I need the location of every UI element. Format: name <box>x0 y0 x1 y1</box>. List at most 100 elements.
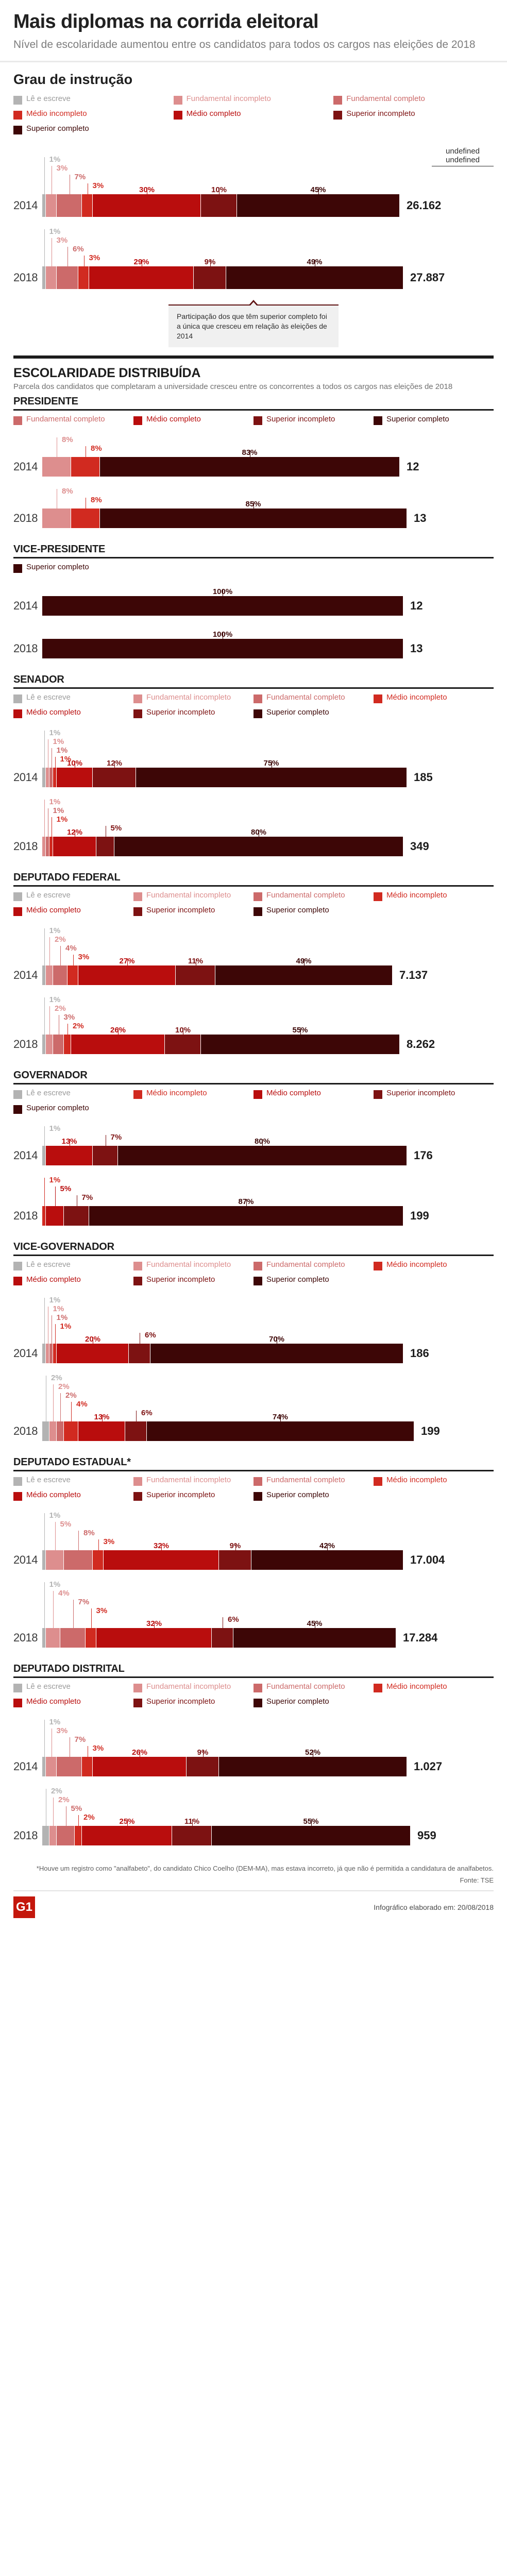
bar-segment[interactable] <box>53 768 57 788</box>
bar-segment[interactable] <box>82 1757 93 1777</box>
bar-segment[interactable] <box>49 1421 57 1442</box>
bar-segment[interactable] <box>49 837 53 857</box>
bar-segment[interactable] <box>93 1146 118 1166</box>
bar-segment[interactable] <box>89 266 194 290</box>
bar-segment[interactable] <box>46 1628 60 1648</box>
bar-segment[interactable] <box>233 1628 396 1648</box>
bar-segment[interactable] <box>42 639 403 659</box>
bar-segment[interactable] <box>219 1757 407 1777</box>
bar-segment[interactable] <box>75 1826 82 1846</box>
bar-segment[interactable] <box>42 1421 49 1442</box>
bar-segment[interactable] <box>57 1826 75 1846</box>
bar-segment[interactable] <box>64 1550 93 1570</box>
bar-segment[interactable] <box>60 1628 86 1648</box>
bar-segment[interactable] <box>64 1421 78 1442</box>
bar-segment[interactable] <box>215 965 392 986</box>
bar-segment[interactable] <box>53 837 96 857</box>
bar-segment[interactable] <box>67 965 78 986</box>
bar-segment[interactable] <box>42 1628 46 1648</box>
bar-segment[interactable] <box>100 457 399 477</box>
bar-segment[interactable] <box>237 194 399 217</box>
bar-segment[interactable] <box>78 266 89 290</box>
bar-segment[interactable] <box>136 768 407 788</box>
bar-segment[interactable] <box>46 266 57 290</box>
bar-segment[interactable] <box>46 837 49 857</box>
bar-segment[interactable] <box>53 965 67 986</box>
bar-segment[interactable] <box>49 1344 53 1364</box>
bar-segment[interactable] <box>212 1628 233 1648</box>
bar-segment[interactable] <box>78 965 176 986</box>
bar-segment[interactable] <box>226 266 403 290</box>
bar-segment[interactable] <box>71 457 100 477</box>
bar-segment[interactable] <box>46 1550 64 1570</box>
bar-segment[interactable] <box>46 1206 64 1226</box>
bar-segment[interactable] <box>49 1826 57 1846</box>
bar-segment[interactable] <box>49 768 53 788</box>
bar-segment[interactable] <box>42 457 71 477</box>
bar-segment[interactable] <box>42 1206 46 1226</box>
bar-segment[interactable] <box>46 1344 49 1364</box>
bar-segment[interactable] <box>78 1421 125 1442</box>
bar-segment[interactable] <box>42 596 403 616</box>
bar-segment[interactable] <box>93 194 201 217</box>
bar-segment[interactable] <box>212 1826 410 1846</box>
bar-segment[interactable] <box>187 1757 219 1777</box>
bar-segment[interactable] <box>150 1344 403 1364</box>
bar-segment[interactable] <box>201 1035 399 1055</box>
bar-segment[interactable] <box>64 1035 71 1055</box>
bar-segment[interactable] <box>86 1628 96 1648</box>
bar-segment[interactable] <box>42 1826 49 1846</box>
bar-segment[interactable] <box>118 1146 407 1166</box>
bar-segment[interactable] <box>93 768 136 788</box>
bar-segment[interactable] <box>42 1035 46 1055</box>
bar-segment[interactable] <box>42 194 46 217</box>
bar-segment[interactable] <box>42 266 46 290</box>
bar-segment[interactable] <box>201 194 237 217</box>
bar-segment[interactable] <box>42 1757 46 1777</box>
bar-segment[interactable] <box>194 266 226 290</box>
bar-segment[interactable] <box>71 509 100 529</box>
bar-segment[interactable] <box>57 768 93 788</box>
bar-segment[interactable] <box>42 1344 46 1364</box>
bar-segment[interactable] <box>42 509 71 529</box>
bar-segment[interactable] <box>46 1146 93 1166</box>
bar-segment[interactable] <box>176 965 215 986</box>
bar-segment[interactable] <box>125 1421 147 1442</box>
bar-segment[interactable] <box>42 837 46 857</box>
bar-segment[interactable] <box>147 1421 414 1442</box>
bar-segment[interactable] <box>57 1421 64 1442</box>
bar-segment[interactable] <box>57 266 78 290</box>
bar-segment[interactable] <box>96 837 114 857</box>
bar-segment[interactable] <box>42 1146 46 1166</box>
bar-segment[interactable] <box>219 1550 251 1570</box>
bar-segment[interactable] <box>46 1035 53 1055</box>
bar-segment[interactable] <box>93 1550 104 1570</box>
bar-segment[interactable] <box>64 1206 89 1226</box>
bar-segment[interactable] <box>53 1035 64 1055</box>
bar-segment[interactable] <box>251 1550 403 1570</box>
bar-segment[interactable] <box>46 194 57 217</box>
bar-segment[interactable] <box>82 1826 172 1846</box>
bar-segment[interactable] <box>42 965 46 986</box>
bar-segment[interactable] <box>57 1757 82 1777</box>
bar-segment[interactable] <box>114 837 403 857</box>
bar-segment[interactable] <box>100 509 407 529</box>
bar-segment[interactable] <box>89 1206 403 1226</box>
bar-segment[interactable] <box>46 965 53 986</box>
bar-segment[interactable] <box>96 1628 212 1648</box>
bar-segment[interactable] <box>46 768 49 788</box>
bar-segment[interactable] <box>172 1826 212 1846</box>
bar-segment[interactable] <box>46 1757 57 1777</box>
bar-segment[interactable] <box>42 768 46 788</box>
bar-segment[interactable] <box>129 1344 150 1364</box>
bar-segment[interactable] <box>42 1550 46 1570</box>
bar-segment[interactable] <box>165 1035 201 1055</box>
bar-segment[interactable] <box>53 1344 57 1364</box>
bar-segment[interactable] <box>57 1344 129 1364</box>
bar-segment[interactable] <box>71 1035 165 1055</box>
bar-segment[interactable] <box>82 194 93 217</box>
bar-segment[interactable] <box>104 1550 219 1570</box>
g1-logo[interactable]: G1 <box>13 1896 35 1918</box>
bar-segment[interactable] <box>57 194 82 217</box>
bar-segment[interactable] <box>93 1757 187 1777</box>
